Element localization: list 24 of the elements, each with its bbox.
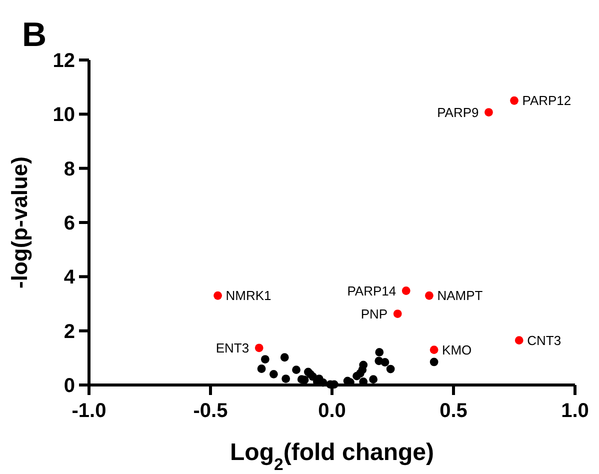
y-tick-label: 4 (64, 266, 76, 289)
y-tick-label: 8 (64, 158, 75, 180)
x-tick-label: 1.0 (561, 400, 589, 422)
chart-title: B (22, 16, 47, 54)
y-tick-label: 0 (64, 375, 75, 397)
annotation: PARP9 (437, 104, 479, 120)
annotation: KMO (442, 342, 472, 358)
y-tick-label: 10 (52, 104, 75, 126)
annotation: ENT3 (216, 340, 250, 356)
x-tick-label: -1.0 (72, 400, 106, 422)
x-tick-label: 0.0 (318, 400, 346, 422)
annotation: PARP12 (522, 93, 572, 108)
x-tick-label: -0.5 (193, 400, 228, 422)
annotation: NAMPT (437, 288, 483, 304)
y-tick-label: 2 (64, 320, 75, 343)
annotation: PNP (360, 306, 388, 322)
x-tick-label: 0.5 (440, 400, 468, 422)
y-tick-label: 12 (52, 50, 75, 72)
annotation: NMRK1 (226, 288, 272, 304)
annotation: CNT3 (527, 332, 562, 348)
y-axis-title: -log(p-value) (7, 156, 32, 288)
annotation: PARP14 (347, 283, 396, 298)
x-axis-title: Log$_{2}$(fold change) (230, 439, 434, 474)
y-tick-label: 6 (64, 212, 75, 234)
